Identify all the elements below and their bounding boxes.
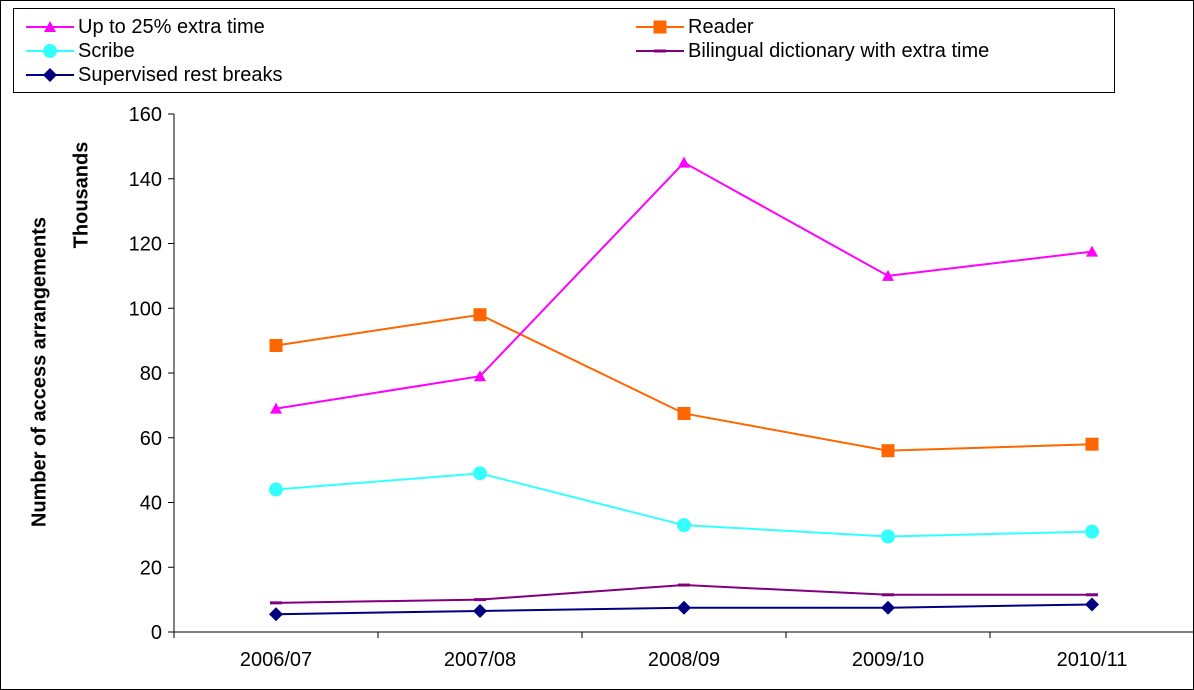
- legend-swatch: [26, 21, 74, 32]
- legend-swatch-marker: [653, 20, 667, 34]
- data-point: [881, 444, 895, 458]
- series-reader: [269, 308, 1099, 458]
- x-tick-label: 2010/11: [1057, 649, 1128, 671]
- data-point: [881, 600, 895, 615]
- data-point: [677, 518, 691, 533]
- y-tick-label: 100: [129, 298, 162, 320]
- x-tick-label: 2006/07: [240, 649, 312, 671]
- legend-swatch-marker: [43, 68, 57, 82]
- legend-item: Scribe: [24, 40, 135, 62]
- series-layer: [269, 156, 1099, 622]
- legend-swatch-marker: [44, 21, 56, 32]
- data-point: [269, 338, 283, 352]
- series-line: [275, 313, 1093, 452]
- legend-item: Bilingual dictionary with extra time: [634, 40, 989, 62]
- data-point: [1085, 524, 1099, 539]
- series-line: [275, 161, 1093, 410]
- data-point: [269, 482, 283, 497]
- legend: Up to 25% extra time Reader Scribe Bilingua…: [13, 8, 1115, 93]
- series-line: [275, 584, 1092, 604]
- data-point: [1085, 597, 1099, 612]
- y-tick-label: 140: [129, 169, 162, 191]
- data-point: [473, 466, 487, 481]
- data-point: [1085, 437, 1099, 451]
- data-point: [474, 370, 486, 382]
- series-bilingual-dictionary-with-extra-time: [270, 583, 1098, 605]
- y-axis-unit-label: Thousands: [70, 141, 93, 249]
- data-point: [473, 603, 487, 618]
- legend-label: Reader: [688, 16, 754, 38]
- y-tick-label: 80: [140, 363, 162, 385]
- legend-swatch-marker: [43, 44, 57, 58]
- y-axis-title: Number of access arrangements: [28, 216, 51, 528]
- legend-label: Supervised rest breaks: [78, 64, 283, 86]
- x-tick-label: 2007/08: [444, 649, 516, 671]
- legend-label: Scribe: [78, 40, 135, 62]
- legend-swatch: [636, 49, 684, 53]
- data-point: [270, 402, 282, 414]
- legend-item: Reader: [634, 16, 754, 38]
- legend-label: Bilingual dictionary with extra time: [688, 40, 990, 62]
- data-point: [269, 607, 283, 622]
- y-tick-label: 120: [129, 234, 162, 256]
- data-point: [1086, 245, 1098, 257]
- data-point: [677, 406, 691, 420]
- data-point: [881, 529, 895, 544]
- data-point: [677, 600, 691, 615]
- series-supervised-rest-breaks: [269, 597, 1099, 622]
- axes: 0 20 40 60 80 100 120 140 160 2006/07 2007/08 2008/…: [129, 104, 1194, 671]
- legend-label: Up to 25% extra time: [78, 16, 265, 38]
- y-tick-label: 40: [140, 493, 162, 515]
- data-point: [678, 156, 690, 168]
- legend-item: Supervised rest breaks: [24, 64, 283, 86]
- legend-swatch: [26, 44, 74, 58]
- legend-swatch: [636, 20, 684, 34]
- series-up-to-25-extra-time: [270, 156, 1098, 414]
- y-tick-label: 20: [140, 557, 162, 579]
- x-tick-label: 2009/10: [852, 649, 924, 671]
- data-point: [882, 269, 894, 281]
- y-tick-label: 60: [140, 428, 162, 450]
- legend-item: Up to 25% extra time: [24, 16, 265, 38]
- y-tick-label: 0: [151, 622, 162, 644]
- x-tick-label: 2008/09: [648, 649, 720, 671]
- series-scribe: [269, 466, 1099, 544]
- data-point: [473, 308, 487, 322]
- legend-swatch: [26, 68, 74, 82]
- y-tick-label: 160: [129, 104, 162, 126]
